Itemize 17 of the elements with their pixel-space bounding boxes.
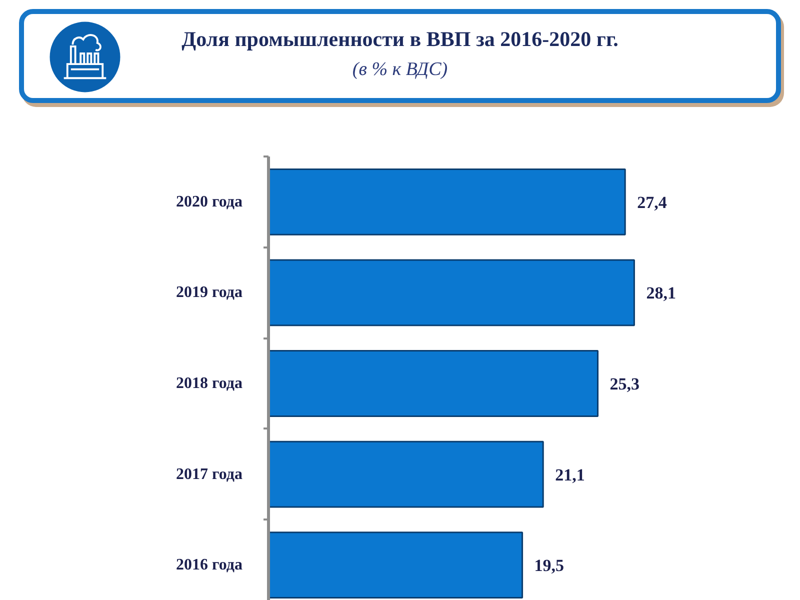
bar: [268, 168, 626, 236]
y-tick-label: 2019 года: [176, 284, 242, 302]
y-tick-label: 2020 года: [176, 193, 242, 210]
y-tick-label: 2017 года: [176, 466, 242, 483]
data-label: 27,4: [637, 192, 668, 212]
bar: [268, 440, 544, 508]
bar: [268, 532, 524, 599]
chart-title: Доля промышленности в ВВП за 2016-2020 гг.: [180, 26, 620, 53]
data-label: 25,3: [610, 374, 640, 394]
bar: [268, 259, 635, 326]
y-tick-label: 2018 года: [176, 375, 242, 392]
data-label: 19,5: [534, 556, 564, 576]
bar: [268, 350, 599, 417]
data-label: 28,1: [646, 284, 676, 303]
y-tick-label: 2016 года: [176, 556, 242, 574]
chart-subtitle: (в % к ВДС): [351, 58, 449, 82]
data-label: 21,1: [555, 465, 585, 484]
